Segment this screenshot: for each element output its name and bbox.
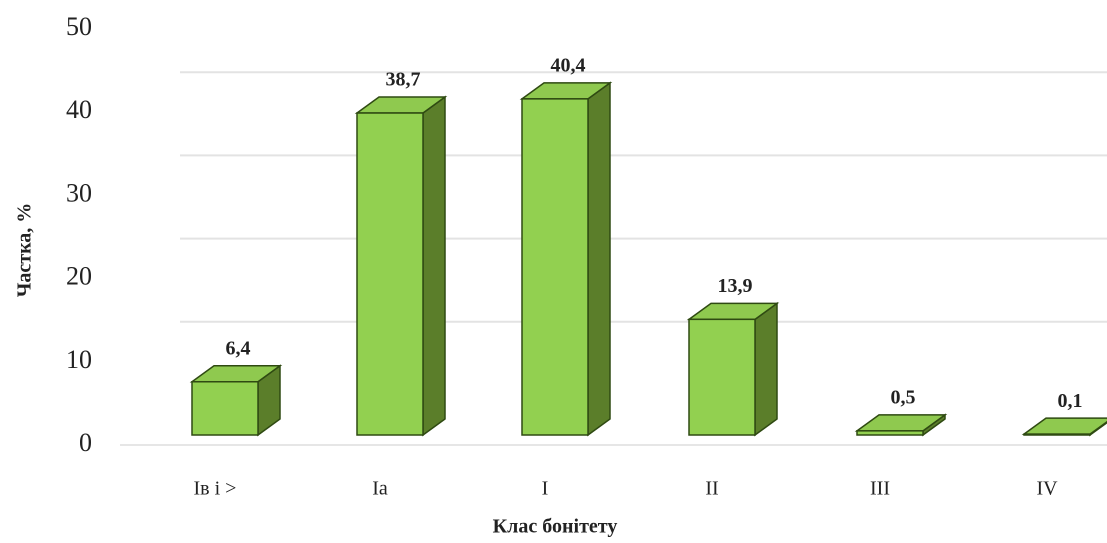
y-tick-label: 40 — [66, 95, 92, 124]
data-label: 6,4 — [226, 337, 251, 359]
bar-side — [587, 81, 611, 437]
x-tick-label: IV — [1036, 478, 1058, 500]
y-tick-label: 50 — [66, 12, 92, 41]
y-tick-label: 20 — [66, 262, 92, 291]
bar-side — [754, 301, 778, 437]
bar — [1023, 433, 1091, 436]
x-axis-title: Клас бонітету — [493, 516, 618, 538]
bar — [856, 430, 924, 436]
bar — [191, 381, 259, 436]
x-tick-label: II — [705, 478, 718, 500]
bar-top — [1021, 417, 1107, 435]
y-axis-title: Частка, % — [14, 203, 36, 298]
x-tick-label: I — [542, 478, 549, 500]
x-tick-label: III — [870, 478, 890, 500]
x-tick-label: Iв і > — [194, 478, 237, 500]
x-tick-label: Ia — [372, 478, 388, 500]
data-label: 40,4 — [551, 54, 586, 76]
bar — [521, 98, 589, 436]
data-label: 0,1 — [1058, 390, 1083, 412]
y-tick-label: 0 — [79, 428, 92, 457]
bar — [356, 112, 424, 436]
bar-side — [422, 95, 446, 437]
y-tick-label: 10 — [66, 345, 92, 374]
data-label: 38,7 — [386, 69, 421, 91]
data-label: 13,9 — [718, 275, 753, 297]
data-label: 0,5 — [891, 386, 916, 408]
y-tick-label: 30 — [66, 178, 92, 207]
bar — [688, 318, 756, 436]
